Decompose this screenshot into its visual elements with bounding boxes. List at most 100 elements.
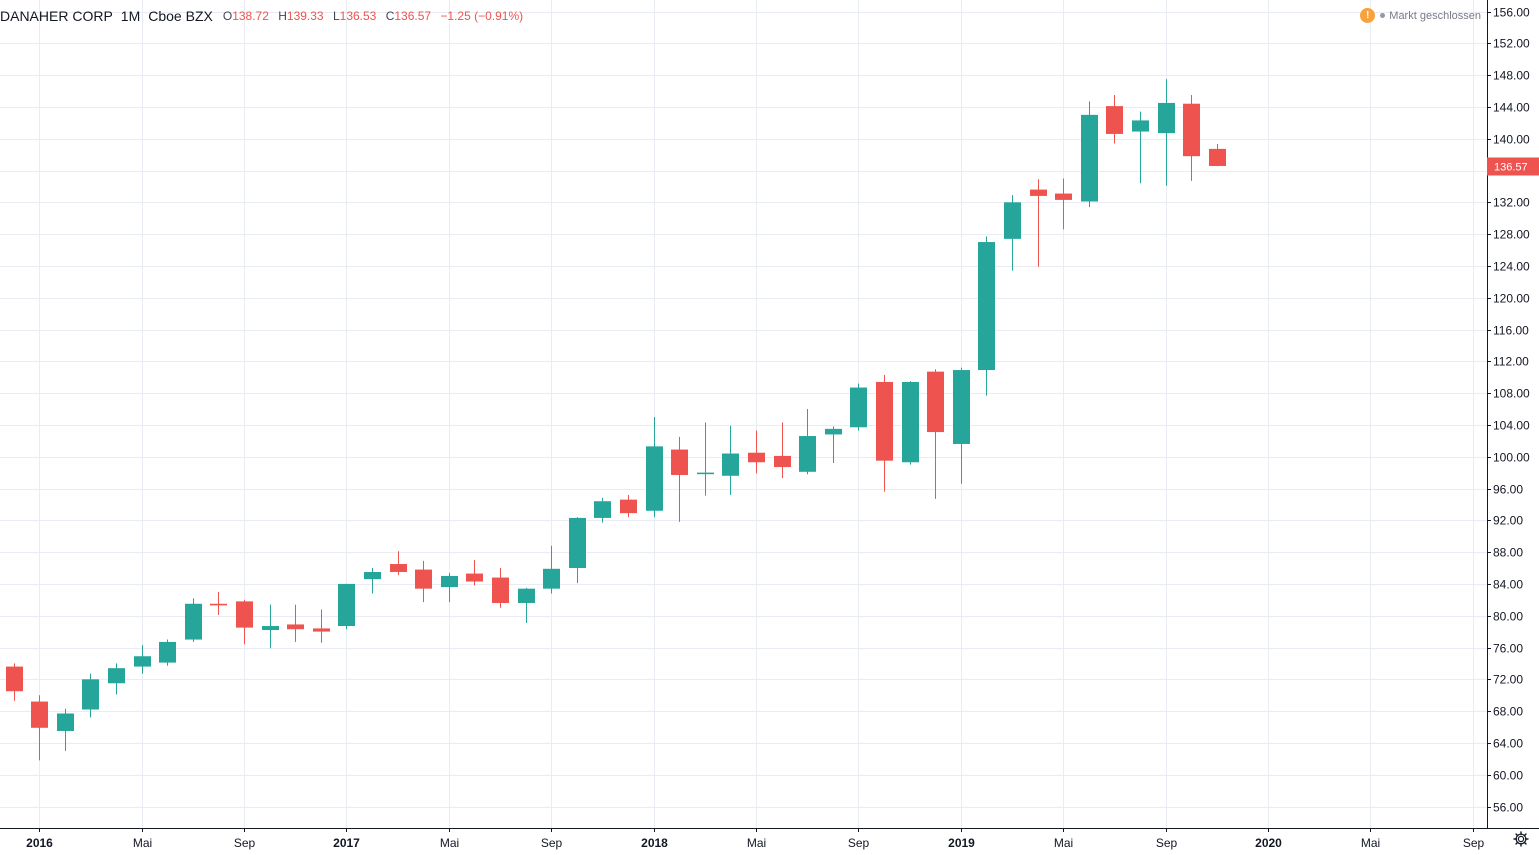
candle[interactable] — [134, 645, 151, 674]
candle[interactable] — [748, 430, 765, 474]
candle[interactable] — [902, 381, 919, 465]
candle[interactable] — [1081, 101, 1098, 208]
candle-body — [6, 666, 23, 692]
candle-body — [799, 436, 816, 472]
candle[interactable] — [108, 663, 125, 695]
candle[interactable] — [466, 560, 483, 586]
candle-body — [466, 573, 483, 582]
x-tick-label: Mai — [440, 836, 459, 850]
candle-body — [185, 603, 202, 640]
candle[interactable] — [620, 494, 637, 518]
candle[interactable] — [646, 416, 663, 518]
y-tick-label: 112.00 — [1493, 355, 1529, 369]
candle[interactable] — [6, 663, 23, 701]
candle[interactable] — [1158, 79, 1175, 186]
candlestick-series[interactable] — [6, 79, 1226, 761]
warning-icon[interactable]: ! — [1360, 8, 1376, 23]
last-price-marker: 136.57 — [1487, 157, 1539, 176]
x-tick-label: 2016 — [26, 836, 53, 850]
candle[interactable] — [492, 568, 509, 608]
grid-lines — [0, 0, 1487, 828]
candle[interactable] — [1004, 195, 1021, 271]
interval-label[interactable]: 1M — [120, 8, 141, 24]
candle[interactable] — [338, 583, 355, 630]
gear-icon[interactable] — [1511, 829, 1531, 849]
candle-body — [1183, 103, 1200, 157]
candle[interactable] — [1209, 144, 1226, 167]
y-tick-label: 68.00 — [1493, 705, 1523, 719]
x-tick-label: Mai — [133, 836, 152, 850]
candle-body — [1081, 114, 1098, 202]
candle[interactable] — [1183, 94, 1200, 181]
candle[interactable] — [543, 545, 560, 594]
x-tick-label: 2017 — [333, 836, 360, 850]
candle[interactable] — [978, 236, 995, 396]
candle-body — [492, 577, 509, 603]
candle[interactable] — [1132, 111, 1149, 184]
candle[interactable] — [82, 673, 99, 718]
y-tick-label: 80.00 — [1493, 610, 1523, 624]
candle[interactable] — [57, 708, 74, 751]
last-price-label-bg — [1487, 157, 1539, 176]
y-tick-label: 56.00 — [1493, 801, 1523, 815]
time-axis[interactable]: 2016 Mai Sep 2017 Mai Sep 2018 Mai Sep 2019 Mai Sep… — [26, 828, 1484, 850]
candle[interactable] — [210, 591, 227, 615]
close-value: 136.57 — [394, 9, 432, 23]
candle-body — [338, 583, 355, 627]
candle[interactable] — [1030, 179, 1047, 267]
candle[interactable] — [287, 604, 304, 642]
candle[interactable] — [850, 383, 867, 431]
candle[interactable] — [364, 568, 381, 594]
candle-body — [262, 626, 279, 631]
candle[interactable] — [569, 517, 586, 584]
candle-body — [210, 603, 227, 606]
candle-body — [441, 575, 458, 588]
candle[interactable] — [236, 599, 253, 645]
y-tick-label: 144.00 — [1493, 101, 1530, 115]
candle[interactable] — [262, 604, 279, 649]
candle-body — [748, 452, 765, 463]
y-tick-label: 140.00 — [1493, 133, 1530, 147]
y-tick-label: 72.00 — [1493, 673, 1523, 687]
candle[interactable] — [927, 369, 944, 499]
candle[interactable] — [185, 598, 202, 642]
candle-body — [594, 501, 611, 518]
candle[interactable] — [31, 695, 48, 761]
candle[interactable] — [697, 422, 714, 496]
y-tick-label: 60.00 — [1493, 769, 1523, 783]
y-tick-label: 96.00 — [1493, 483, 1523, 497]
candle[interactable] — [313, 609, 330, 643]
candle[interactable] — [671, 436, 688, 522]
candle-body — [774, 455, 791, 468]
candle-body — [902, 381, 919, 463]
candle-body — [313, 628, 330, 632]
candle-body — [518, 588, 535, 603]
candle[interactable] — [774, 422, 791, 479]
last-price-label: 136.57 — [1494, 162, 1528, 174]
candle[interactable] — [441, 572, 458, 603]
candle[interactable] — [876, 374, 893, 492]
y-tick-label: 100.00 — [1493, 451, 1530, 465]
candle[interactable] — [1106, 94, 1123, 144]
candle[interactable] — [799, 409, 816, 475]
candle-body — [364, 571, 381, 580]
candle[interactable] — [594, 498, 611, 523]
symbol-name[interactable]: DANAHER CORP — [0, 8, 113, 24]
candle[interactable] — [722, 425, 739, 495]
candle[interactable] — [953, 367, 970, 484]
candle[interactable] — [415, 560, 432, 603]
candle-body — [82, 679, 99, 710]
candle[interactable] — [390, 551, 407, 576]
y-tick-label: 152.00 — [1493, 37, 1530, 51]
price-axis[interactable]: 56.00 60.00 64.00 68.00 72.00 76.00 80.00 84.00… — [1487, 6, 1530, 815]
market-status[interactable]: ! Markt geschlossen — [1360, 8, 1481, 23]
candle[interactable] — [825, 426, 842, 464]
candle[interactable] — [518, 587, 535, 623]
y-tick-label: 108.00 — [1493, 387, 1530, 401]
candle-body — [1055, 193, 1072, 200]
candle-body — [671, 449, 688, 475]
candle[interactable] — [159, 639, 176, 666]
candle[interactable] — [1055, 178, 1072, 230]
exchange-label: Cboe BZX — [148, 8, 213, 24]
